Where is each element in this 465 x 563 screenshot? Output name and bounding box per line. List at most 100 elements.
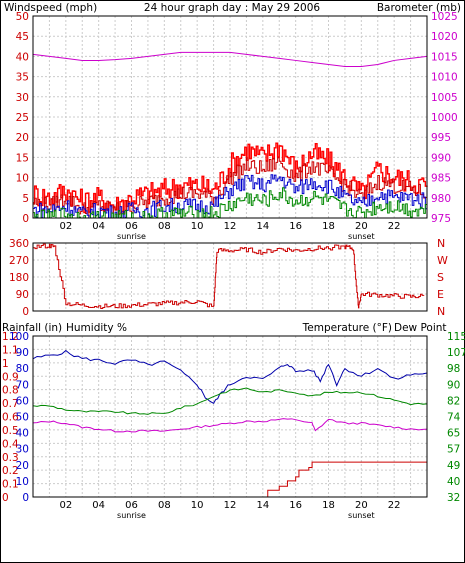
temperature-tick-label: 107 <box>447 347 465 359</box>
humidity-tick-label: 40 <box>16 428 29 440</box>
x-tick-label: 16 <box>289 500 302 511</box>
barometer-tick-label: 1000 <box>431 112 458 124</box>
barometer-tick-label: 980 <box>431 193 451 205</box>
x-tick-label: 04 <box>92 221 105 232</box>
x-tick-label: 08 <box>158 500 171 511</box>
x-tick-label: 10 <box>191 500 204 511</box>
wind-plot-frame <box>32 15 428 219</box>
rainfall-tick-label: 0.1 <box>2 479 19 491</box>
compass-label: W <box>437 254 448 267</box>
x-tick-label: 16 <box>289 221 302 232</box>
series-rainfall <box>33 461 427 498</box>
direction-tick-label: 180 <box>9 272 29 284</box>
rainfall-tick-label: 1.2 <box>2 331 19 343</box>
sunrise-marker: sunrise <box>117 232 146 241</box>
humidity-axis-label: Humidity % <box>66 322 127 334</box>
series-wind-max <box>33 157 428 217</box>
compass-label: N <box>437 237 445 250</box>
barometer-tick-label: 1025 <box>431 11 458 23</box>
sunset-marker: sunset <box>348 232 375 241</box>
sunrise-marker: sunrise <box>117 511 146 520</box>
temperature-tick-label: 115 <box>447 331 465 343</box>
rain-plot-frame <box>32 335 428 498</box>
barometer-tick-label: 1015 <box>431 51 458 63</box>
x-tick-label: 06 <box>125 500 138 511</box>
rainfall-tick-label: 0.6 <box>2 412 19 424</box>
x-tick-label: 12 <box>224 221 237 232</box>
compass-label: E <box>437 288 444 301</box>
x-tick-label: 14 <box>256 221 269 232</box>
temperature-tick-label: 98 <box>447 363 460 375</box>
x-tick-label: 06 <box>125 221 138 232</box>
humidity-tick-label: 10 <box>16 476 29 488</box>
rainfall-tick-label: 0.5 <box>2 425 19 437</box>
temperature-tick-label: 57 <box>447 444 460 456</box>
rainfall-tick-label: 1.1 <box>2 344 19 356</box>
temperature-tick-label: 82 <box>447 395 460 407</box>
windspeed-tick-label: 15 <box>16 152 29 164</box>
dew-point-axis-label: Dew Point <box>394 322 447 334</box>
direction-plot-frame <box>32 242 428 312</box>
temperature-tick-label: 40 <box>447 476 460 488</box>
temperature-tick-label: 32 <box>447 492 460 504</box>
x-tick-label: 10 <box>191 221 204 232</box>
windspeed-tick-label: 40 <box>16 51 29 63</box>
rainfall-tick-label: 0.8 <box>2 385 19 397</box>
compass-label: N <box>437 305 445 318</box>
x-tick-label: 14 <box>256 500 269 511</box>
rainfall-tick-label: 0.9 <box>2 371 19 383</box>
barometer-tick-label: 995 <box>431 132 451 144</box>
compass-label: S <box>437 271 444 284</box>
x-tick-label: 20 <box>355 221 368 232</box>
temperature-tick-label: 65 <box>447 428 460 440</box>
barometer-tick-label: 985 <box>431 173 451 185</box>
humidity-tick-label: 30 <box>16 444 29 456</box>
barometer-tick-label: 1010 <box>431 72 458 84</box>
windspeed-tick-label: 35 <box>16 72 29 84</box>
temperature-tick-label: 74 <box>447 412 461 424</box>
humidity-tick-label: 0 <box>22 492 29 504</box>
series-wind-direction <box>33 243 425 310</box>
windspeed-tick-label: 5 <box>22 193 29 205</box>
humidity-tick-label: 100 <box>9 331 29 343</box>
humidity-tick-label: 80 <box>16 363 29 375</box>
barometer-tick-label: 1020 <box>431 31 458 43</box>
sunset-marker: sunset <box>348 511 375 520</box>
windspeed-axis-label: Windspeed (mph) <box>4 2 97 14</box>
series-temperature <box>32 387 428 415</box>
windspeed-tick-label: 20 <box>16 132 29 144</box>
x-tick-label: 02 <box>59 221 72 232</box>
humidity-tick-label: 50 <box>16 412 29 424</box>
direction-tick-label: 360 <box>9 238 29 250</box>
x-tick-label: 12 <box>224 500 237 511</box>
barometer-axis-label: Barometer (mb) <box>377 2 461 14</box>
x-tick-label: 18 <box>322 500 335 511</box>
direction-tick-label: 0 <box>22 306 29 318</box>
series-barometer <box>32 51 428 67</box>
windspeed-tick-label: 30 <box>16 92 29 104</box>
barometer-tick-label: 990 <box>431 152 451 164</box>
windspeed-tick-label: 10 <box>16 173 29 185</box>
x-tick-label: 18 <box>322 221 335 232</box>
direction-tick-label: 270 <box>9 255 29 267</box>
rainfall-tick-label: 0.2 <box>2 465 19 477</box>
rainfall-tick-label: 1 <box>2 358 9 370</box>
rainfall-axis-label: Rainfall (in) <box>2 322 62 334</box>
windspeed-tick-label: 25 <box>16 112 29 124</box>
humidity-tick-label: 90 <box>16 347 29 359</box>
rainfall-tick-label: 0.3 <box>2 452 19 464</box>
temperature-axis-label: Temperature (°F) <box>302 322 392 334</box>
rainfall-tick-label: 0 <box>2 492 9 504</box>
x-tick-label: 22 <box>388 500 401 511</box>
x-tick-label: 20 <box>355 500 368 511</box>
temperature-tick-label: 49 <box>447 460 460 472</box>
x-tick-label: 04 <box>92 500 105 511</box>
series-humidity <box>32 349 428 405</box>
windspeed-tick-label: 0 <box>22 213 29 225</box>
direction-tick-label: 90 <box>16 289 29 301</box>
humidity-tick-label: 60 <box>16 395 29 407</box>
x-tick-label: 08 <box>158 221 171 232</box>
barometer-tick-label: 975 <box>431 213 451 225</box>
